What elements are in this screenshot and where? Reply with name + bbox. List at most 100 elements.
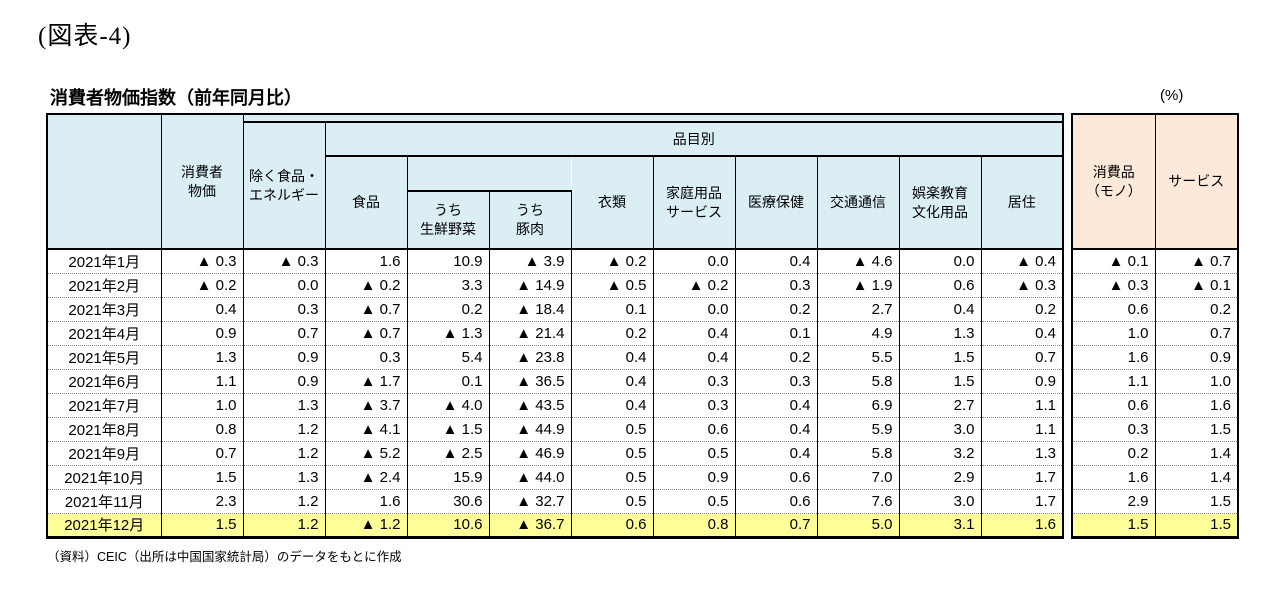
value-cell: ▲ 18.4	[489, 296, 572, 321]
table-row: 2021年4月 0.9 0.7 ▲ 0.7 ▲ 1.3 ▲ 21.4 0.2 0.4 0.1 4.…	[46, 320, 1239, 345]
value-cell: 0.1	[735, 320, 818, 345]
table-gap	[1063, 441, 1072, 465]
header-medical-care: 医療保健	[735, 156, 818, 250]
value-cell: 3.0	[899, 488, 982, 513]
value-cell: 0.6	[571, 512, 654, 539]
value-cell: 0.4	[735, 248, 818, 273]
value-cell: 0.6	[899, 272, 982, 297]
value-cell: 0.5	[653, 488, 736, 513]
table-gap	[1063, 393, 1072, 417]
value-cell: 6.9	[817, 392, 900, 417]
value-cell: 0.4	[571, 344, 654, 369]
value-cell: 0.7	[981, 344, 1064, 369]
value-cell: 1.1	[981, 416, 1064, 441]
value-cell: 1.5	[1155, 488, 1239, 513]
value-cell: 1.4	[1155, 464, 1239, 489]
value-cell: 7.6	[817, 488, 900, 513]
table-row: 2021年7月 1.0 1.3 ▲ 3.7 ▲ 4.0 ▲ 43.5 0.4 0.3 0.4 6.…	[46, 392, 1239, 417]
value-cell: 0.3	[735, 272, 818, 297]
table-gap	[1063, 114, 1072, 249]
value-cell: 10.9	[407, 248, 490, 273]
value-cell: ▲ 0.3	[981, 272, 1064, 297]
value-cell: ▲ 0.1	[1071, 248, 1156, 273]
value-cell: 15.9	[407, 464, 490, 489]
value-cell: ▲ 1.3	[407, 320, 490, 345]
value-cell: 1.6	[1071, 464, 1156, 489]
header-group-top-strip	[325, 113, 1064, 123]
value-cell: ▲ 23.8	[489, 344, 572, 369]
value-cell: 0.7	[161, 440, 244, 465]
value-cell: 5.9	[817, 416, 900, 441]
value-cell: 0.4	[899, 296, 982, 321]
value-cell: 1.2	[243, 440, 326, 465]
table-gap	[1063, 273, 1072, 297]
table-row: 2021年5月 1.3 0.9 0.3 5.4 ▲ 23.8 0.4 0.4 0.2 5.5 1.5…	[46, 344, 1239, 369]
value-cell: ▲ 1.2	[325, 512, 408, 539]
value-cell: 7.0	[817, 464, 900, 489]
header-household-goods-services: 家庭用品 サービス	[653, 156, 736, 250]
month-cell: 2021年2月	[46, 272, 162, 297]
value-cell: 0.3	[653, 368, 736, 393]
header-fresh-vegetables: うち 生鮮野菜	[407, 191, 490, 250]
value-cell: 2.9	[1071, 488, 1156, 513]
value-cell: 3.1	[899, 512, 982, 539]
table-body: 2021年1月 ▲ 0.3 ▲ 0.3 1.6 10.9 ▲ 3.9 ▲ 0.2 0.0 0.4…	[46, 248, 1239, 539]
value-cell: ▲ 3.7	[325, 392, 408, 417]
month-cell: 2021年11月	[46, 488, 162, 513]
table-row: 2021年9月 0.7 1.2 ▲ 5.2 ▲ 2.5 ▲ 46.9 0.5 0.5 0.4 5.…	[46, 440, 1239, 465]
table-gap	[1063, 345, 1072, 369]
value-cell: 0.6	[735, 488, 818, 513]
value-cell: 0.7	[735, 512, 818, 539]
value-cell: 0.3	[735, 368, 818, 393]
month-cell: 2021年5月	[46, 344, 162, 369]
value-cell: 0.5	[653, 440, 736, 465]
source-note: （資料）CEIC（出所は中国国家統計局）のデータをもとに作成	[47, 550, 402, 564]
value-cell: 0.7	[243, 320, 326, 345]
value-cell: ▲ 0.2	[325, 272, 408, 297]
value-cell: ▲ 3.9	[489, 248, 572, 273]
value-cell: 1.5	[1155, 416, 1239, 441]
header-clothing: 衣類	[571, 156, 654, 250]
value-cell: 0.2	[407, 296, 490, 321]
header-transport-communication: 交通通信	[817, 156, 900, 250]
value-cell: 0.5	[571, 416, 654, 441]
value-cell: ▲ 32.7	[489, 488, 572, 513]
value-cell: 4.9	[817, 320, 900, 345]
value-cell: 0.2	[735, 296, 818, 321]
value-cell: 0.3	[653, 392, 736, 417]
value-cell: ▲ 4.0	[407, 392, 490, 417]
value-cell: 2.3	[161, 488, 244, 513]
value-cell: ▲ 0.2	[653, 272, 736, 297]
value-cell: 0.2	[981, 296, 1064, 321]
value-cell: 1.6	[1071, 344, 1156, 369]
value-cell: 0.6	[1071, 392, 1156, 417]
header-cpi: 消費者 物価	[161, 113, 244, 250]
value-cell: 1.3	[161, 344, 244, 369]
table-gap	[1063, 465, 1072, 489]
month-cell: 2021年1月	[46, 248, 162, 273]
value-cell: 30.6	[407, 488, 490, 513]
value-cell: 0.2	[1155, 296, 1239, 321]
value-cell: ▲ 1.7	[325, 368, 408, 393]
value-cell: 10.6	[407, 512, 490, 539]
value-cell: ▲ 0.2	[161, 272, 244, 297]
table-gap	[1063, 321, 1072, 345]
month-cell: 2021年7月	[46, 392, 162, 417]
value-cell: 1.6	[325, 488, 408, 513]
value-cell: ▲ 5.2	[325, 440, 408, 465]
value-cell: 3.2	[899, 440, 982, 465]
value-cell: 0.4	[653, 344, 736, 369]
value-cell: 1.2	[243, 416, 326, 441]
value-cell: 1.0	[1071, 320, 1156, 345]
page-title: 消費者物価指数（前年同月比）	[50, 88, 302, 108]
value-cell: 0.8	[653, 512, 736, 539]
unit-label: (%)	[1160, 87, 1184, 104]
value-cell: 3.0	[899, 416, 982, 441]
table-gap	[1063, 489, 1072, 513]
value-cell: ▲ 0.1	[1155, 272, 1239, 297]
header-housing: 居住	[981, 156, 1064, 250]
value-cell: ▲ 0.5	[571, 272, 654, 297]
header-month	[46, 113, 162, 250]
value-cell: 0.4	[981, 320, 1064, 345]
value-cell: 1.4	[1155, 440, 1239, 465]
